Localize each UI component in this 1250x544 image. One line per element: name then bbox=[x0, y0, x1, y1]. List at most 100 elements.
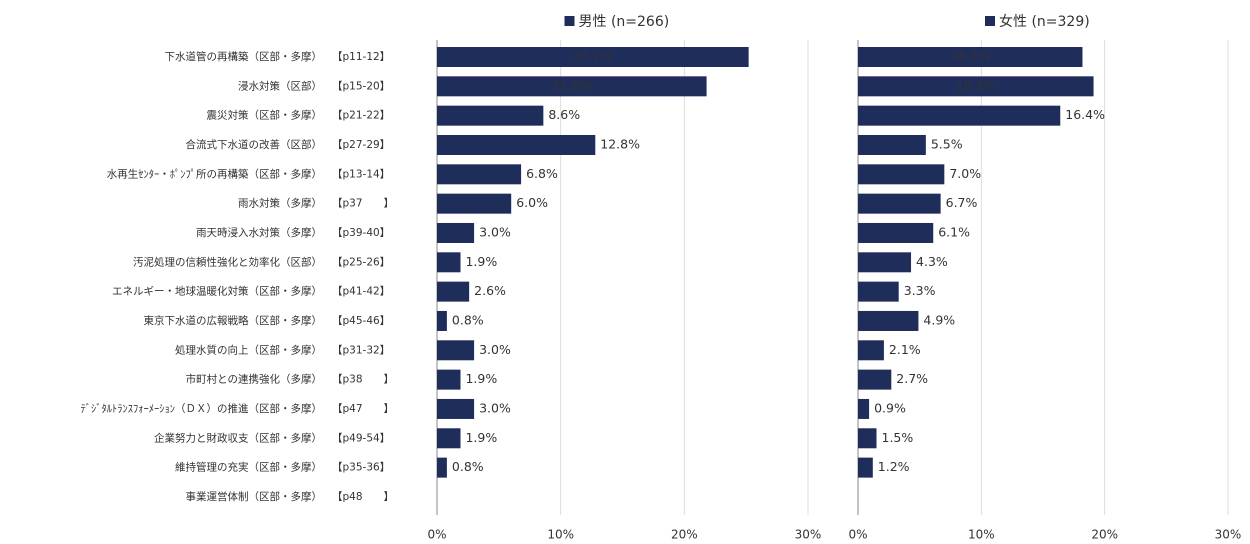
page-ref: 【p35-36】 bbox=[332, 462, 390, 474]
bar bbox=[437, 193, 512, 214]
bar bbox=[437, 340, 475, 361]
page-ref: 【p48 】 bbox=[332, 491, 394, 503]
page-ref: 【p21-22】 bbox=[332, 110, 390, 122]
value-label: 3.0% bbox=[479, 342, 511, 357]
category-label: 下水道管の再構築（区部・多摩） bbox=[165, 50, 323, 63]
page-ref: 【p31-32】 bbox=[332, 344, 390, 356]
bar bbox=[437, 369, 461, 390]
legend-swatch bbox=[985, 16, 995, 26]
page-ref: 【p39-40】 bbox=[332, 227, 390, 239]
bar bbox=[858, 76, 1094, 97]
category-label: 震災対策（区部・多摩） bbox=[207, 109, 323, 122]
page-ref: 【p15-20】 bbox=[332, 80, 390, 92]
value-label: 6.0% bbox=[516, 195, 548, 210]
value-label: 7.0% bbox=[949, 166, 981, 181]
page-ref: 【p45-46】 bbox=[332, 315, 390, 327]
value-label: 12.8% bbox=[600, 136, 640, 151]
bar bbox=[858, 310, 919, 331]
bar bbox=[858, 340, 884, 361]
value-label: 16.4% bbox=[1065, 107, 1105, 122]
x-tick-label: 30% bbox=[1215, 527, 1242, 541]
value-label: 1.9% bbox=[465, 254, 497, 269]
bar bbox=[858, 222, 934, 243]
value-label: 6.7% bbox=[946, 195, 978, 210]
page-ref: 【p37 】 bbox=[332, 198, 394, 210]
bar bbox=[437, 47, 749, 67]
bar bbox=[858, 164, 945, 185]
legend-label: 男性 (n=266) bbox=[579, 14, 670, 30]
category-label: 企業努力と財政収支（区部・多摩） bbox=[154, 431, 322, 444]
value-label: 6.1% bbox=[938, 224, 970, 239]
category-label: エネルギー・地球温暖化対策（区部・多摩） bbox=[112, 285, 322, 298]
x-tick-label: 0% bbox=[427, 527, 446, 541]
category-label: 雨天時浸入水対策（多摩） bbox=[196, 226, 322, 239]
category-label: 雨水対策（多摩） bbox=[238, 197, 322, 210]
bar bbox=[437, 398, 475, 419]
bar bbox=[858, 47, 1083, 67]
category-label: 市町村との連携強化（多摩） bbox=[186, 373, 322, 386]
category-label: 合流式下水道の改善（区部） bbox=[186, 138, 323, 151]
bar bbox=[858, 457, 873, 478]
value-label: 2.1% bbox=[889, 342, 921, 357]
bar bbox=[437, 105, 544, 126]
bar bbox=[858, 398, 870, 419]
value-label: 8.6% bbox=[548, 107, 580, 122]
value-label: 0.8% bbox=[452, 312, 484, 327]
bar bbox=[437, 428, 461, 449]
value-label: 2.7% bbox=[896, 371, 928, 386]
x-tick-label: 30% bbox=[795, 527, 822, 541]
page-ref: 【p41-42】 bbox=[332, 286, 390, 298]
bar bbox=[437, 281, 470, 302]
x-tick-label: 20% bbox=[1091, 527, 1118, 541]
page-ref: 【p49-54】 bbox=[332, 432, 390, 444]
value-label: 25.2% bbox=[573, 49, 613, 64]
category-label: 浸水対策（区部） bbox=[238, 79, 322, 92]
bar bbox=[437, 134, 596, 155]
category-label: 維持管理の充実（区部・多摩） bbox=[175, 461, 322, 474]
category-label: ﾃﾞｼﾞﾀﾙﾄﾗﾝｽﾌｫｰﾒｰｼｮﾝ（ＤＸ）の推進（区部・多摩） bbox=[81, 402, 323, 415]
value-label: 6.8% bbox=[526, 166, 558, 181]
bar bbox=[858, 369, 892, 390]
x-tick-label: 0% bbox=[848, 527, 867, 541]
value-label: 1.9% bbox=[465, 430, 497, 445]
x-tick-label: 10% bbox=[547, 527, 574, 541]
value-label: 21.8% bbox=[552, 78, 592, 93]
value-label: 4.9% bbox=[923, 312, 955, 327]
bar bbox=[858, 134, 926, 155]
category-label: 処理水質の向上（区部・多摩） bbox=[175, 343, 322, 356]
legend-swatch bbox=[564, 16, 575, 26]
bar bbox=[858, 193, 941, 214]
bar bbox=[437, 252, 461, 273]
page-ref: 【p27-29】 bbox=[332, 139, 390, 151]
bar bbox=[437, 76, 707, 97]
category-label: 東京下水道の広報戦略（区部・多摩） bbox=[144, 314, 323, 327]
value-label: 3.0% bbox=[479, 400, 511, 415]
value-label: 1.9% bbox=[465, 371, 497, 386]
bar bbox=[858, 281, 899, 302]
bar bbox=[437, 222, 475, 243]
value-label: 1.5% bbox=[882, 430, 914, 445]
bar bbox=[437, 310, 447, 331]
bar bbox=[858, 105, 1061, 126]
bar bbox=[858, 252, 912, 273]
value-label: 18.2% bbox=[950, 49, 990, 64]
value-label: 0.9% bbox=[874, 400, 906, 415]
value-label: 1.2% bbox=[878, 459, 910, 474]
legend-label: 女性 (n=329) bbox=[999, 13, 1090, 30]
x-tick-label: 20% bbox=[671, 527, 698, 541]
value-label: 2.6% bbox=[474, 283, 506, 298]
value-label: 4.3% bbox=[916, 254, 948, 269]
bar bbox=[437, 457, 447, 478]
value-label: 3.0% bbox=[479, 224, 511, 239]
page-ref: 【p13-14】 bbox=[332, 168, 390, 180]
value-label: 5.5% bbox=[931, 136, 963, 151]
category-label: 事業運営体制（区部・多摩） bbox=[186, 490, 323, 503]
x-tick-label: 10% bbox=[968, 527, 995, 541]
page-ref: 【p38 】 bbox=[332, 374, 394, 386]
bar bbox=[437, 164, 522, 185]
page-ref: 【p11-12】 bbox=[332, 51, 390, 63]
page-ref: 【p47 】 bbox=[332, 403, 394, 415]
page-ref: 【p25-26】 bbox=[332, 256, 390, 268]
value-label: 19.1% bbox=[956, 78, 996, 93]
